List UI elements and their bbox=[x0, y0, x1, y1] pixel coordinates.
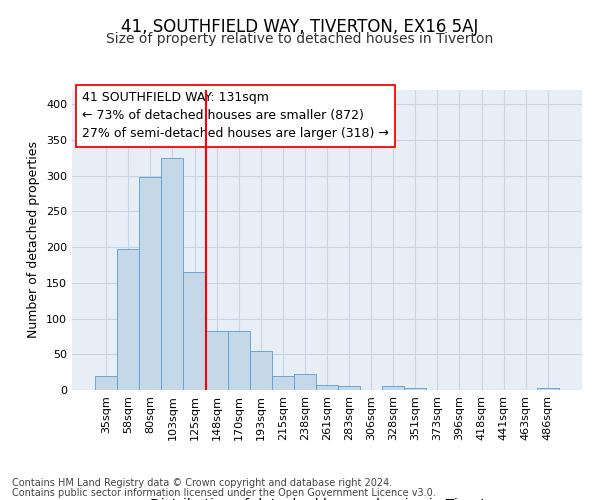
Bar bbox=[338, 386, 360, 390]
Bar bbox=[206, 330, 227, 390]
Bar bbox=[382, 386, 404, 390]
Bar bbox=[161, 158, 184, 390]
Text: 41, SOUTHFIELD WAY, TIVERTON, EX16 5AJ: 41, SOUTHFIELD WAY, TIVERTON, EX16 5AJ bbox=[121, 18, 479, 36]
Bar bbox=[139, 177, 161, 390]
Bar bbox=[404, 388, 427, 390]
Bar bbox=[95, 376, 117, 390]
Bar bbox=[227, 330, 250, 390]
Text: Contains HM Land Registry data © Crown copyright and database right 2024.: Contains HM Land Registry data © Crown c… bbox=[12, 478, 392, 488]
Bar bbox=[184, 272, 206, 390]
Bar bbox=[316, 385, 338, 390]
Text: 41 SOUTHFIELD WAY: 131sqm
← 73% of detached houses are smaller (872)
27% of semi: 41 SOUTHFIELD WAY: 131sqm ← 73% of detac… bbox=[82, 92, 389, 140]
Text: Size of property relative to detached houses in Tiverton: Size of property relative to detached ho… bbox=[106, 32, 494, 46]
Bar bbox=[272, 376, 294, 390]
Bar bbox=[117, 250, 139, 390]
X-axis label: Distribution of detached houses by size in Tiverton: Distribution of detached houses by size … bbox=[151, 498, 503, 500]
Bar bbox=[537, 388, 559, 390]
Bar bbox=[250, 350, 272, 390]
Bar bbox=[294, 374, 316, 390]
Y-axis label: Number of detached properties: Number of detached properties bbox=[28, 142, 40, 338]
Text: Contains public sector information licensed under the Open Government Licence v3: Contains public sector information licen… bbox=[12, 488, 436, 498]
